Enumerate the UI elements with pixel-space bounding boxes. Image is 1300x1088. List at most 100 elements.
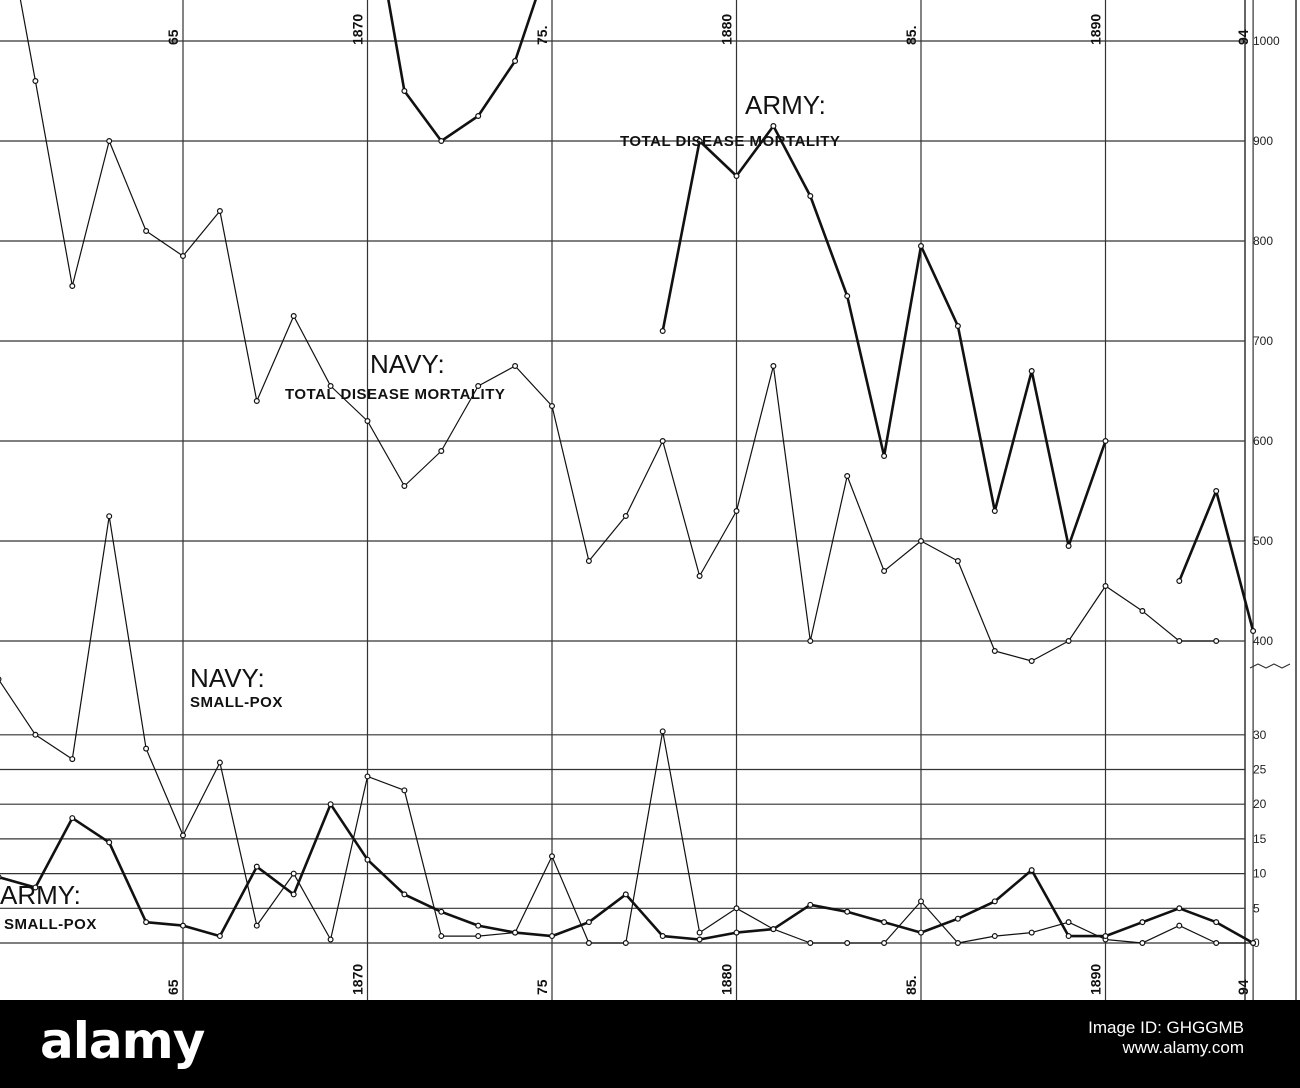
data-point (401, 891, 408, 898)
data-point (917, 537, 924, 544)
data-point (659, 933, 666, 940)
data-point (807, 939, 814, 946)
data-point (917, 898, 924, 905)
data-point (1176, 905, 1183, 912)
data-point (32, 731, 39, 738)
data-point (991, 647, 998, 654)
data-point (1139, 939, 1146, 946)
data-point (954, 323, 961, 330)
data-point (0, 874, 2, 880)
data-point (1176, 637, 1183, 644)
data-point (1213, 637, 1220, 644)
data-point (991, 933, 998, 940)
data-point (290, 870, 297, 877)
data-point (844, 293, 851, 300)
data-point (475, 922, 482, 929)
y-tick-label: 0 (1253, 936, 1260, 950)
data-point (327, 801, 334, 808)
data-point (881, 567, 888, 574)
data-point (1250, 939, 1257, 946)
x-tick-label-top: 1870 (350, 14, 366, 45)
data-point (106, 513, 113, 520)
data-point (548, 403, 555, 410)
data-point (253, 922, 260, 929)
data-point (253, 863, 260, 870)
data-point (180, 832, 187, 839)
y-tick-label: 600 (1253, 434, 1273, 448)
data-point (844, 908, 851, 915)
x-tick-label-top: 85. (903, 26, 919, 45)
data-point (69, 283, 76, 290)
data-point (881, 939, 888, 946)
army-smallpox-label-subtitle: SMALL-POX (4, 916, 97, 933)
data-point (659, 328, 666, 335)
data-point (733, 905, 740, 912)
chart-background (0, 0, 1300, 1000)
x-tick-label-top: 1880 (719, 14, 735, 45)
data-point (216, 933, 223, 940)
data-point (1028, 368, 1035, 375)
data-point (512, 57, 519, 64)
y-tick-label: 1000 (1253, 34, 1280, 48)
data-point (1176, 922, 1183, 929)
data-point (659, 438, 666, 445)
x-tick-label-bottom: 94 (1235, 979, 1251, 995)
y-tick-label: 400 (1253, 634, 1273, 648)
data-point (438, 448, 445, 455)
data-point (327, 936, 334, 943)
navy-total-label-title: NAVY: (370, 349, 445, 379)
data-point (1176, 577, 1183, 584)
data-point (438, 908, 445, 915)
data-point (770, 122, 777, 129)
data-point (807, 901, 814, 908)
y-tick-label: 800 (1253, 234, 1273, 248)
data-point (622, 512, 629, 519)
x-tick-label-bottom: 1890 (1088, 964, 1104, 995)
data-point (696, 138, 703, 145)
data-point (1065, 542, 1072, 549)
series-lines (0, 0, 1257, 946)
y-tick-label: 30 (1253, 728, 1267, 742)
army-smallpox-label-title: ARMY: (0, 880, 81, 910)
data-point (364, 418, 371, 425)
data-point (991, 898, 998, 905)
data-point (106, 138, 113, 145)
data-point (1102, 582, 1109, 589)
x-tick-label-bottom: 75 (534, 979, 550, 995)
y-tick-label: 900 (1253, 134, 1273, 148)
data-point (733, 508, 740, 515)
data-point (548, 933, 555, 940)
x-tick-label-bottom: 65 (165, 979, 181, 995)
data-point (180, 922, 187, 929)
data-point (917, 929, 924, 936)
data-point (438, 933, 445, 940)
data-point (0, 676, 2, 682)
data-point (807, 637, 814, 644)
data-point (622, 891, 629, 898)
y-tick-label: 700 (1253, 334, 1273, 348)
data-point (585, 939, 592, 946)
data-point (32, 884, 39, 891)
data-point (216, 208, 223, 215)
data-point (1213, 919, 1220, 926)
data-point (1213, 488, 1220, 495)
y-tick-label: 500 (1253, 534, 1273, 548)
chart: 65 65 1870 1870 75. 75 1880 1880 85. 85. 1890 1890 9… (0, 0, 1300, 1000)
x-tick-label-top: 1890 (1088, 14, 1104, 45)
data-point (1065, 637, 1072, 644)
data-point (807, 193, 814, 200)
data-point (954, 557, 961, 564)
data-point (1213, 939, 1220, 946)
series-line (19, 0, 1217, 662)
data-point (253, 398, 260, 405)
y-tick-label: 20 (1253, 797, 1267, 811)
x-tick-label-bottom: 1870 (350, 964, 366, 995)
data-point (917, 243, 924, 250)
watermark-site: www.alamy.com (1122, 1038, 1244, 1057)
data-point (364, 773, 371, 780)
data-point (1102, 933, 1109, 940)
watermark-id: Image ID: GHGGMB www.alamy.com (1088, 1018, 1244, 1058)
data-point (327, 383, 334, 390)
data-point (475, 112, 482, 119)
y-axis-ticks: 4005006007008009001000110012000510152025… (1253, 34, 1280, 950)
